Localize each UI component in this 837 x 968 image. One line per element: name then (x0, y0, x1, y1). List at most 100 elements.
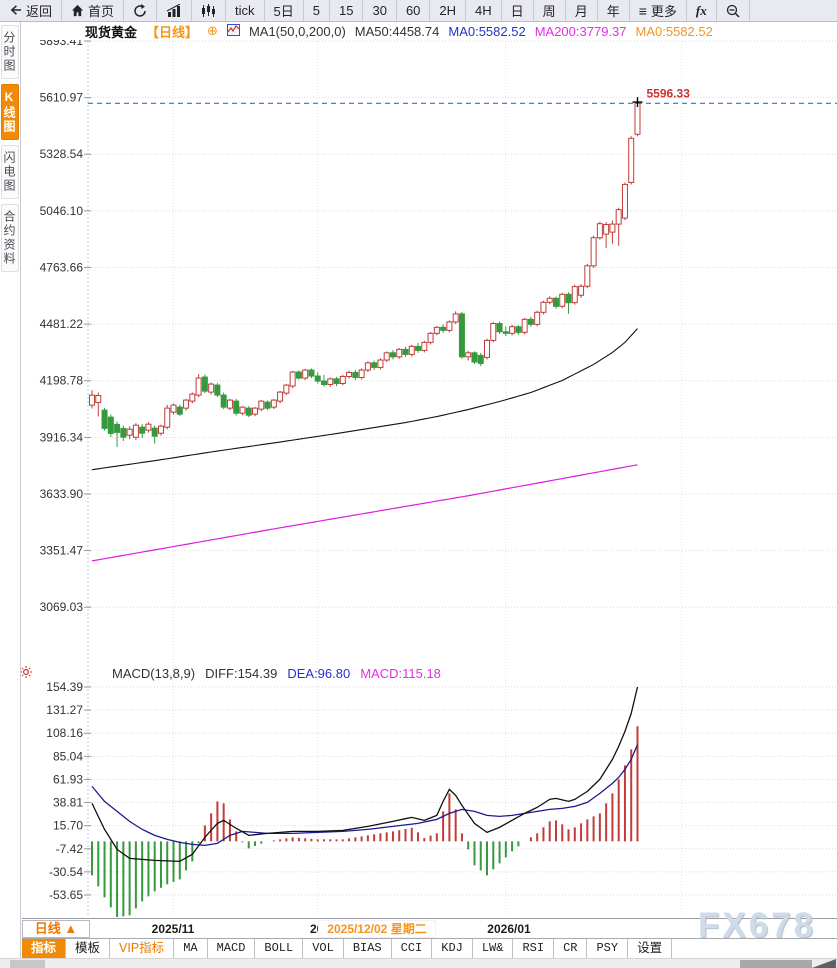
macd-diff-value: DIFF:154.39 (205, 666, 278, 681)
macd-header: MACD(13,8,9) DIFF:154.39 DEA:96.80 MACD:… (112, 666, 441, 681)
period-label: 【日线】 (146, 24, 199, 40)
macd-settings-icon[interactable] (20, 665, 32, 683)
tab-cci[interactable]: CCI (392, 939, 433, 959)
ma-settings-label: MA1(50,0,200,0) (248, 23, 346, 39)
crosshair-date-label: 2025/12/02 星期二 (318, 920, 436, 938)
top-toolbar: 返回 首页 tick 5日 5 15 30 60 2H 4H 日 周 月 年 ≡… (0, 0, 837, 22)
bar-chart-button[interactable] (157, 0, 193, 21)
svg-text:4763.66: 4763.66 (40, 260, 84, 274)
svg-text:85.04: 85.04 (53, 749, 83, 763)
tab-cr[interactable]: CR (554, 939, 588, 959)
svg-text:38.81: 38.81 (53, 796, 83, 810)
period-4h[interactable]: 4H (466, 0, 502, 21)
period-selector[interactable]: 日线 ▲ (22, 920, 90, 938)
svg-text:4481.22: 4481.22 (40, 317, 84, 331)
svg-text:5893.41: 5893.41 (40, 40, 84, 48)
more-button[interactable]: ≡ 更多 (630, 0, 687, 21)
tab-indicator[interactable]: 指标 (22, 939, 67, 959)
macd-value: MACD:115.18 (360, 666, 441, 681)
back-label: 返回 (26, 4, 53, 19)
tab-macd[interactable]: MACD (208, 939, 256, 959)
scrollbar-thumb-right[interactable] (740, 960, 812, 968)
tab-vip-indicator[interactable]: VIP指标 (110, 939, 175, 959)
indicator-tabs: 指标 模板 VIP指标 MA MACD BOLL VOL BIAS CCI KD… (22, 938, 837, 959)
candlestick-button[interactable] (192, 0, 227, 21)
tab-kdj[interactable]: KDJ (432, 939, 473, 959)
tab-rsi[interactable]: RSI (513, 939, 555, 959)
svg-text:3916.34: 3916.34 (40, 430, 84, 444)
svg-text:3069.03: 3069.03 (40, 600, 84, 614)
period-2h[interactable]: 2H (430, 0, 467, 21)
svg-text:154.39: 154.39 (46, 680, 83, 694)
period-year[interactable]: 年 (598, 0, 630, 21)
period-5m[interactable]: 5 (304, 0, 330, 21)
x-axis-row: 日线 ▲ 2025/11 2025/12 2025/12/02 星期二 2026… (22, 918, 837, 939)
period-60m[interactable]: 60 (397, 0, 431, 21)
chart-header: 现货黄金 【日线】 ⊕ MA1(50,0,200,0) MA50:4458.74… (85, 23, 713, 40)
macd-title: MACD(13,8,9) (112, 666, 196, 681)
period-day[interactable]: 日 (502, 0, 534, 21)
tab-boll[interactable]: BOLL (255, 939, 304, 959)
x-tick-jan: 2026/01 (487, 922, 531, 936)
period-30m[interactable]: 30 (363, 0, 397, 21)
svg-text:5610.97: 5610.97 (40, 91, 84, 105)
fx-icon: fx (695, 2, 707, 18)
tab-psy[interactable]: PSY (587, 939, 629, 959)
svg-text:61.93: 61.93 (53, 772, 83, 786)
zoom-out-icon (726, 4, 740, 18)
svg-text:4198.78: 4198.78 (40, 374, 84, 388)
home-icon (71, 4, 84, 17)
fx-indicator-button[interactable]: fx (687, 0, 717, 21)
mini-chart-icon[interactable] (226, 23, 240, 39)
tab-lw[interactable]: LW& (473, 939, 514, 959)
scrollbar-thumb-left[interactable] (10, 960, 45, 968)
zoom-out-button[interactable] (717, 0, 750, 21)
period-month[interactable]: 月 (566, 0, 598, 21)
refresh-button[interactable] (124, 0, 158, 21)
home-button[interactable]: 首页 (62, 0, 125, 21)
svg-text:-30.54: -30.54 (49, 865, 83, 879)
period-5d[interactable]: 5日 (265, 0, 304, 21)
sidebar-item-contract-info[interactable]: 合约资料 (1, 204, 19, 272)
left-sidebar: 分时图 K线图 闪电图 合约资料 (0, 22, 21, 958)
tab-settings[interactable]: 设置 (628, 939, 673, 959)
horizontal-scrollbar[interactable] (0, 958, 837, 968)
svg-text:3351.47: 3351.47 (40, 544, 84, 558)
svg-text:5046.10: 5046.10 (40, 204, 84, 218)
ma50-value: MA50:4458.74 (354, 23, 440, 39)
back-button[interactable]: 返回 (0, 0, 63, 21)
macd-dea-value: DEA:96.80 (287, 666, 351, 681)
add-compare-icon[interactable]: ⊕ (207, 23, 218, 38)
svg-text:-7.42: -7.42 (56, 842, 84, 856)
back-icon (9, 4, 22, 17)
menu-icon: ≡ (638, 2, 647, 19)
svg-text:108.16: 108.16 (46, 726, 83, 740)
tab-template[interactable]: 模板 (66, 939, 111, 959)
home-label: 首页 (88, 4, 115, 19)
tab-bias[interactable]: BIAS (344, 939, 392, 959)
period-tick[interactable]: tick (226, 0, 265, 21)
bar-chart-icon (166, 3, 182, 18)
sidebar-item-timeline-chart[interactable]: 分时图 (1, 25, 19, 79)
sidebar-item-kline-chart[interactable]: K线图 (1, 84, 19, 140)
ma200-value: MA200:3779.37 (534, 23, 627, 39)
svg-text:5596.33: 5596.33 (646, 87, 690, 101)
ma0-blue-value: MA0:5582.52 (448, 23, 526, 39)
tab-vol[interactable]: VOL (303, 939, 344, 959)
refresh-icon (133, 3, 147, 18)
svg-text:131.27: 131.27 (46, 703, 83, 717)
resize-corner-icon[interactable] (812, 959, 836, 968)
ma0-orange-value: MA0:5582.52 (635, 23, 713, 39)
x-tick-nov: 2025/11 (151, 922, 195, 936)
svg-text:-53.65: -53.65 (49, 888, 83, 902)
main-chart[interactable]: 5893.41 5610.97 5328.54 5046.10 4763.66 4481.… (22, 40, 837, 918)
period-week[interactable]: 周 (534, 0, 566, 21)
sidebar-item-lightning-chart[interactable]: 闪电图 (1, 145, 19, 199)
symbol-name: 现货黄金 (85, 24, 138, 40)
candlestick-icon (201, 3, 216, 18)
tab-ma[interactable]: MA (174, 939, 208, 959)
period-15m[interactable]: 15 (330, 0, 364, 21)
svg-text:3633.90: 3633.90 (40, 487, 84, 501)
svg-text:5328.54: 5328.54 (40, 147, 84, 161)
